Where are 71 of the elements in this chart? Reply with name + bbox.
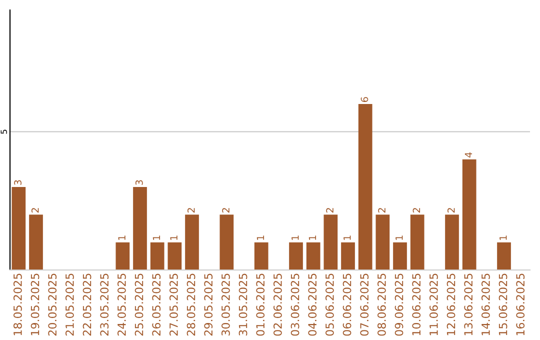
bar xyxy=(497,242,511,270)
data-label: 2 xyxy=(412,208,420,213)
y-tick-label: 5 xyxy=(0,130,7,134)
x-tick-label: 27.05.2025 xyxy=(169,274,178,336)
x-tick-label: 18.05.2025 xyxy=(13,274,22,336)
bar xyxy=(306,242,320,270)
x-tick-label: 30.05.2025 xyxy=(221,274,230,336)
data-label: 2 xyxy=(447,208,455,213)
bar xyxy=(254,242,268,270)
bar xyxy=(341,242,355,270)
data-label: 1 xyxy=(118,236,126,240)
bar xyxy=(393,242,407,270)
x-tick-label: 31.05.2025 xyxy=(238,274,248,336)
bar xyxy=(324,214,338,270)
x-tick-label: 15.06.2025 xyxy=(498,274,508,336)
x-tick-label: 24.05.2025 xyxy=(117,274,126,336)
x-tick-label: 01.06.2025 xyxy=(256,274,265,336)
bar xyxy=(133,187,147,270)
x-tick-label: 22.05.2025 xyxy=(82,274,92,336)
bar xyxy=(116,242,130,270)
bar xyxy=(185,214,199,270)
x-tick-label: 19.05.2025 xyxy=(30,274,40,336)
x-tick-label: 16.06.2025 xyxy=(516,274,525,336)
data-label: 1 xyxy=(344,236,351,240)
x-tick-label: 08.06.2025 xyxy=(377,274,386,336)
x-tick-label: 28.05.2025 xyxy=(186,274,196,336)
bar xyxy=(376,214,390,270)
x-tick-label: 04.06.2025 xyxy=(308,274,317,336)
data-label: 2 xyxy=(222,208,230,213)
x-tick-label: 03.06.2025 xyxy=(290,274,300,336)
x-tick-label: 12.06.2025 xyxy=(446,274,456,336)
bar xyxy=(29,214,43,270)
x-tick-label: 02.06.2025 xyxy=(273,274,282,336)
x-tick-label: 13.06.2025 xyxy=(464,274,473,336)
bar xyxy=(462,159,476,270)
x-tick-label: 26.05.2025 xyxy=(152,274,161,336)
bar xyxy=(150,242,164,270)
data-label: 3 xyxy=(14,180,22,185)
x-tick-label: 10.06.2025 xyxy=(412,274,421,336)
data-label: 6 xyxy=(360,97,368,102)
bar xyxy=(12,187,26,270)
data-label: 1 xyxy=(256,236,264,240)
data-label: 1 xyxy=(308,236,316,240)
data-label: 2 xyxy=(31,208,39,213)
x-tick-label: 23.05.2025 xyxy=(100,274,109,336)
bar xyxy=(289,242,303,270)
x-tick-label: 09.06.2025 xyxy=(394,274,404,336)
x-tick-label: 14.06.2025 xyxy=(481,274,490,336)
bar xyxy=(168,242,182,270)
data-label: 1 xyxy=(500,236,507,240)
data-label: 1 xyxy=(170,236,178,240)
data-label: 2 xyxy=(378,208,386,213)
x-tick-label: 07.06.2025 xyxy=(360,274,369,336)
data-label: 1 xyxy=(152,236,160,240)
data-label: 1 xyxy=(292,236,299,240)
bar xyxy=(445,214,459,270)
x-tick-label: 05.06.2025 xyxy=(325,274,334,336)
x-tick-label: 29.05.2025 xyxy=(204,274,213,336)
x-tick-label: 25.05.2025 xyxy=(134,274,144,336)
bar xyxy=(410,214,424,270)
bar xyxy=(358,104,372,270)
x-tick-label: 20.05.2025 xyxy=(48,274,57,336)
data-label: 2 xyxy=(187,208,195,213)
data-label: 2 xyxy=(326,208,334,213)
x-tick-label: 11.06.2025 xyxy=(429,274,438,336)
x-tick-label: 21.05.2025 xyxy=(65,274,74,336)
x-tick-label: 06.06.2025 xyxy=(342,274,352,336)
data-label: 3 xyxy=(135,180,143,185)
bar xyxy=(220,214,234,270)
data-label: 1 xyxy=(396,236,403,240)
data-label: 4 xyxy=(464,152,472,158)
